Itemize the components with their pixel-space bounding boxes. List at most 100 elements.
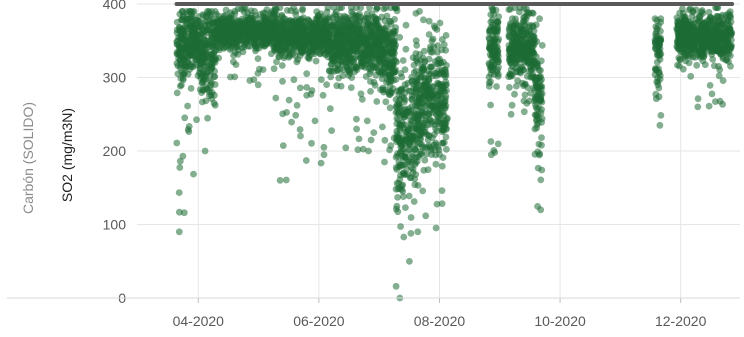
data-point xyxy=(520,14,527,21)
data-point xyxy=(430,43,438,51)
data-point xyxy=(675,34,682,42)
data-point xyxy=(359,36,367,44)
data-point xyxy=(198,98,206,106)
data-point xyxy=(682,57,690,65)
data-point xyxy=(359,145,367,153)
data-point xyxy=(316,50,324,57)
x-tick-label: 10-2020 xyxy=(534,313,586,329)
data-point xyxy=(254,32,261,39)
data-point xyxy=(534,110,542,118)
data-point xyxy=(367,136,375,144)
data-point xyxy=(416,132,423,140)
data-point xyxy=(439,139,447,147)
data-point xyxy=(712,98,719,105)
data-point xyxy=(334,62,342,70)
y-tick-label: 200 xyxy=(103,143,127,159)
data-point xyxy=(493,83,500,90)
data-point xyxy=(716,24,724,32)
data-point xyxy=(317,159,325,167)
data-point xyxy=(418,112,425,119)
data-point xyxy=(254,55,262,62)
data-point xyxy=(345,72,352,79)
data-point xyxy=(412,55,420,62)
data-point xyxy=(432,151,439,159)
data-point xyxy=(534,164,542,172)
data-point xyxy=(290,76,298,84)
data-point xyxy=(320,143,328,151)
data-point xyxy=(418,63,426,71)
data-point xyxy=(363,21,370,28)
data-point xyxy=(358,59,366,67)
data-point xyxy=(722,56,730,64)
data-point xyxy=(367,88,374,95)
data-point xyxy=(250,26,258,33)
data-point xyxy=(263,6,271,14)
data-point xyxy=(485,73,493,81)
data-point xyxy=(339,72,347,79)
data-point xyxy=(353,35,361,43)
data-point xyxy=(506,45,514,53)
data-point xyxy=(532,21,540,29)
data-point xyxy=(513,82,520,90)
data-point xyxy=(282,176,290,184)
data-point xyxy=(433,200,441,208)
data-point xyxy=(511,90,518,98)
data-point xyxy=(414,228,422,236)
data-point xyxy=(296,126,304,133)
data-point xyxy=(303,84,311,91)
data-point xyxy=(274,15,281,23)
data-point xyxy=(363,10,371,18)
data-point xyxy=(490,61,497,69)
data-point xyxy=(299,6,306,14)
data-point xyxy=(381,25,389,32)
data-point xyxy=(413,153,421,161)
data-point xyxy=(412,146,420,154)
data-point xyxy=(536,77,544,85)
data-point xyxy=(323,81,330,88)
data-point xyxy=(524,9,532,16)
data-point xyxy=(185,128,193,136)
data-point xyxy=(442,47,450,54)
data-point xyxy=(349,28,356,35)
data-point xyxy=(429,72,437,80)
data-point xyxy=(380,55,388,62)
data-point xyxy=(384,88,392,96)
data-point xyxy=(363,117,371,125)
data-point xyxy=(434,97,442,105)
data-point xyxy=(186,7,193,15)
facet-label: Carbón (SOLIDO) xyxy=(20,102,36,214)
data-point xyxy=(532,104,540,111)
data-point xyxy=(655,84,663,92)
data-point xyxy=(293,102,301,109)
data-point xyxy=(353,125,360,133)
data-point xyxy=(325,44,333,51)
data-point xyxy=(427,147,435,154)
data-point xyxy=(276,177,284,184)
data-point xyxy=(215,21,223,29)
data-point xyxy=(676,56,684,63)
data-point xyxy=(384,33,391,41)
data-point xyxy=(708,90,716,98)
data-point xyxy=(705,102,713,110)
data-point xyxy=(324,34,332,42)
data-point xyxy=(694,103,702,111)
data-point xyxy=(700,29,708,37)
data-point xyxy=(425,55,433,63)
data-point xyxy=(709,18,717,26)
data-point xyxy=(486,35,493,43)
data-point xyxy=(521,22,529,29)
data-point xyxy=(312,57,320,65)
data-point xyxy=(438,200,446,208)
data-point xyxy=(487,101,494,109)
data-point xyxy=(518,79,526,87)
data-point xyxy=(324,29,331,36)
data-point xyxy=(507,20,514,27)
data-point xyxy=(278,62,286,69)
data-point xyxy=(214,29,221,37)
data-point xyxy=(202,83,210,90)
data-point xyxy=(387,76,394,84)
data-point xyxy=(422,212,430,220)
data-point xyxy=(674,61,681,69)
data-point xyxy=(489,67,496,74)
data-point xyxy=(174,62,182,70)
